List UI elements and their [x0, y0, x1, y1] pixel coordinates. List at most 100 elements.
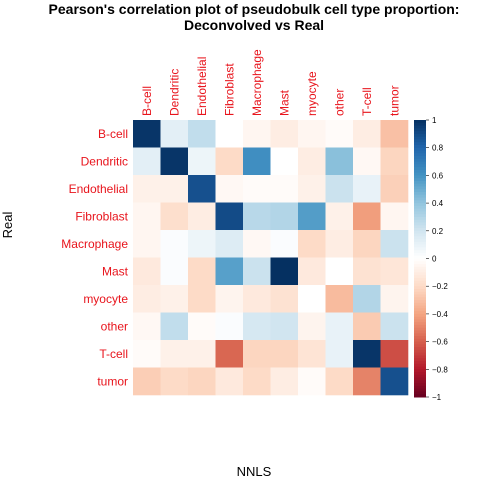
colorbar-segment	[414, 128, 426, 132]
heatmap-cell-T-cell-myocyte	[298, 340, 326, 368]
colorbar-segment	[414, 161, 426, 165]
colorbar-segment	[414, 394, 426, 398]
colorbar-segment	[414, 341, 426, 345]
heatmap-cell-Dendritic-B-cell	[133, 147, 161, 176]
colorbar-segment	[414, 200, 426, 204]
heatmap-cell-other-Mast	[270, 312, 299, 341]
colorbar-segment	[414, 316, 426, 320]
colorbar-tick-label: 0.8	[432, 144, 444, 153]
heatmap-cell-Mast-tumor	[380, 257, 409, 286]
colorbar	[414, 120, 426, 398]
colorbar-segment	[414, 288, 426, 293]
colorbar-segment	[414, 122, 426, 127]
colorbar-segment	[414, 338, 426, 343]
colorbar-segment	[414, 219, 426, 223]
heatmap-cell-Dendritic-other	[325, 147, 354, 176]
colorbar-segment	[414, 383, 426, 387]
heatmap-cell-B-cell-other	[325, 120, 354, 148]
heatmap-cell-Fibroblast-tumor	[380, 202, 409, 231]
heatmap-cell-T-cell-Endothelial	[188, 340, 216, 368]
colorbar-segment	[414, 183, 426, 187]
colorbar-segment	[414, 286, 426, 290]
heatmap-cell-other-myocyte	[298, 312, 326, 341]
heatmap-cell-other-Dendritic	[160, 312, 189, 341]
heatmap-cell-T-cell-T-cell	[353, 340, 381, 368]
heatmap-cell-tumor-Endothelial	[188, 367, 216, 396]
colorbar-tick-label: −0.2	[432, 282, 448, 291]
column-labels: B-cell Dendritic Endothelial Fibroblast Macr…	[140, 49, 402, 116]
heatmap-cell-other-T-cell	[353, 312, 381, 341]
colorbar-segment	[414, 236, 426, 240]
colorbar-segment	[414, 258, 426, 262]
colorbar-tick-label: −0.4	[432, 310, 448, 319]
colorbar-segment	[414, 156, 426, 160]
row-label: B-cell	[98, 127, 128, 141]
colorbar-segment	[414, 272, 426, 276]
heatmap-cell-tumor-Dendritic	[160, 367, 189, 396]
heatmap-cell-Endothelial-T-cell	[353, 175, 381, 203]
colorbar-segment	[414, 203, 426, 207]
colorbar-segment	[414, 244, 426, 248]
colorbar-segment	[414, 283, 426, 287]
colorbar-segment	[414, 180, 426, 185]
colorbar-segment	[414, 205, 426, 210]
colorbar-segment	[414, 216, 426, 221]
heatmap-cell-Macrophage-Mast	[270, 230, 299, 258]
colorbar-segment	[414, 266, 426, 271]
colorbar-segment	[414, 305, 426, 309]
heatmap-cell-Dendritic-tumor	[380, 147, 409, 176]
colorbar-segment	[414, 167, 426, 171]
heatmap-cell-myocyte-Mast	[270, 285, 299, 313]
heatmap-cell-Macrophage-myocyte	[298, 230, 326, 258]
chart-title-line-1: Pearson's correlation plot of pseudobulk…	[49, 1, 460, 17]
colorbar-segment	[414, 222, 426, 226]
row-label: Endothelial	[69, 182, 128, 196]
colorbar-ticks: 1 0.8 0.6 0.4 0.2 0 −0.2 −0.4 −0.6 −0.8 −1	[426, 116, 448, 402]
column-label: Endothelial	[195, 57, 209, 116]
colorbar-segment	[414, 319, 426, 323]
colorbar-segment	[414, 372, 426, 376]
colorbar-segment	[414, 233, 426, 237]
heatmap-cell-Dendritic-Macrophage	[243, 147, 271, 176]
heatmap-cell-tumor-myocyte	[298, 367, 326, 396]
column-label: tumor	[387, 85, 401, 116]
heatmap-cell-Mast-other	[325, 257, 354, 286]
heatmap-cell-other-Endothelial	[188, 312, 216, 341]
row-label: other	[101, 319, 128, 333]
heatmap-cell-B-cell-Fibroblast	[215, 120, 244, 148]
colorbar-segment	[414, 147, 426, 151]
colorbar-segment	[414, 247, 426, 251]
heatmap-cell-Fibroblast-Endothelial	[188, 202, 216, 231]
heatmap-cell-Macrophage-B-cell	[133, 230, 161, 258]
colorbar-segment	[414, 150, 426, 154]
colorbar-segment	[414, 363, 426, 368]
colorbar-segment	[414, 178, 426, 182]
colorbar-tick-label: 0	[432, 255, 437, 264]
row-label: tumor	[97, 374, 128, 388]
colorbar-segment	[414, 324, 426, 329]
heatmap-cell-Macrophage-other	[325, 230, 354, 258]
heatmap-cell-other-Fibroblast	[215, 312, 244, 341]
colorbar-segment	[414, 275, 426, 279]
heatmap-cell-Mast-B-cell	[133, 257, 161, 286]
colorbar-segment	[414, 385, 426, 390]
heatmap-cell-Endothelial-Dendritic	[160, 175, 189, 203]
colorbar-segment	[414, 261, 426, 265]
colorbar-segment	[414, 139, 426, 143]
heatmap-cell-tumor-T-cell	[353, 367, 381, 396]
colorbar-segment	[414, 380, 426, 384]
heatmap-cell-B-cell-Endothelial	[188, 120, 216, 148]
colorbar-segment	[414, 197, 426, 201]
colorbar-segment	[414, 355, 426, 359]
heatmap-cell-Dendritic-Dendritic	[160, 147, 189, 176]
colorbar-segment	[414, 228, 426, 232]
heatmap-cell-tumor-Fibroblast	[215, 367, 244, 396]
heatmap-cell-T-cell-Macrophage	[243, 340, 271, 368]
heatmap-cell-Dendritic-Endothelial	[188, 147, 216, 176]
colorbar-segment	[414, 189, 426, 193]
heatmap-cell-tumor-tumor	[380, 367, 409, 396]
heatmap-cell-Endothelial-myocyte	[298, 175, 326, 203]
heatmap-cell-T-cell-other	[325, 340, 354, 368]
row-label: T-cell	[99, 347, 128, 361]
colorbar-segment	[414, 264, 426, 268]
